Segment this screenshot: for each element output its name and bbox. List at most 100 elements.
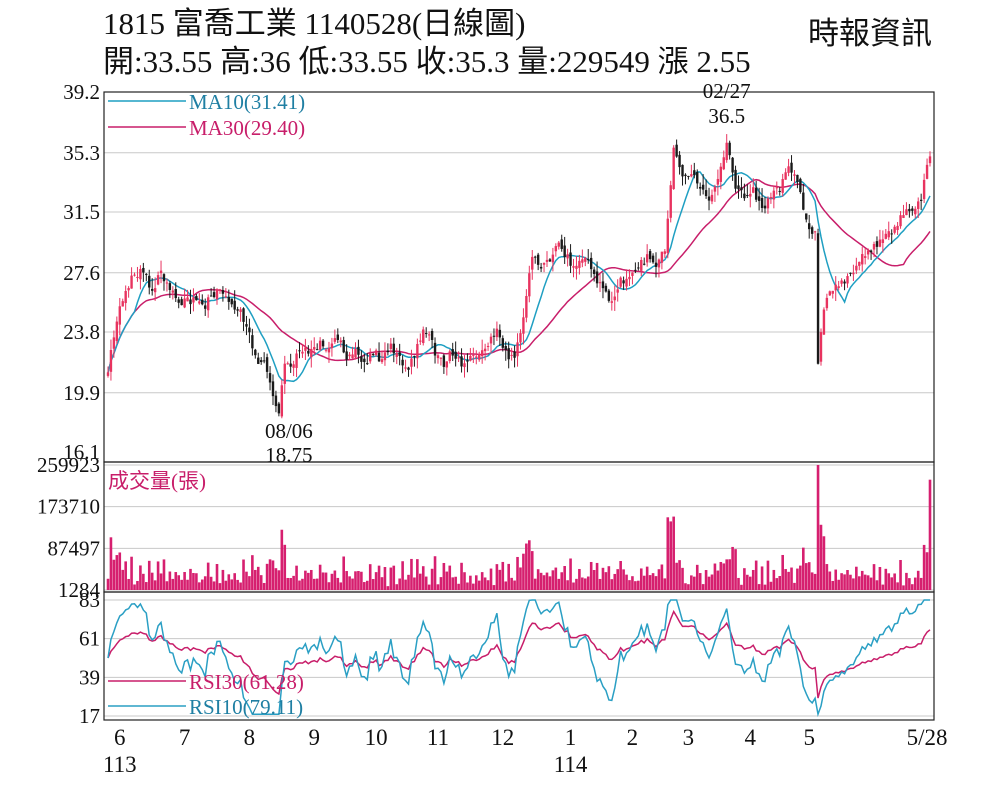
candle-body [430,330,434,340]
candle-body [793,174,796,176]
candle-body [195,296,198,301]
volume-bar [878,567,882,590]
candle-body [696,172,699,184]
volume-bar [280,529,284,590]
candle-body [507,348,510,360]
candle-body [816,233,820,364]
candle-body [893,226,896,233]
volume-y-tick: 259923 [37,453,100,477]
candle-body [834,284,837,291]
candle-body [398,352,401,356]
candle-body [133,274,136,276]
candle-body [725,142,728,161]
volume-bar [233,573,236,590]
volume-bar [560,572,564,590]
volume-bar [822,536,826,590]
volume-bar [130,556,133,590]
candle-body [139,268,142,280]
candle-body [587,259,590,261]
volume-bar [251,555,254,590]
x-tick-label: 11 [427,725,449,750]
candle-body [439,357,443,359]
candle-body [852,272,855,275]
candle-body [148,275,151,288]
candle-body [333,338,337,342]
candle-body [209,295,213,297]
candle-body [301,351,304,354]
volume-bar [112,559,116,590]
candle-body [212,292,216,298]
candle-body [142,267,145,273]
volume-bar [887,573,891,590]
candle-body [274,395,278,407]
candle-body [528,273,531,297]
candle-body [905,209,908,216]
candle-body [498,329,502,338]
volume-bar [666,517,670,590]
volume-bar [619,560,622,590]
volume-bar [911,584,914,590]
candle-body [601,281,605,289]
volume-bar [330,573,334,590]
candle-body [469,355,472,361]
volume-bar [195,573,198,590]
volume-bar [189,568,192,590]
volume-bar [262,582,266,590]
volume-y-tick: 87497 [48,536,101,560]
volume-bar [371,579,375,590]
volume-bar [186,579,189,590]
candle-body [534,256,537,258]
candle-body [366,363,369,365]
volume-bar [224,580,228,590]
volume-bar [510,577,513,590]
candle-body [746,195,749,197]
candle-body [392,343,395,354]
volume-bar [637,580,640,590]
volume-bar [669,521,673,590]
volume-bar [239,582,242,590]
candle-body [424,333,428,335]
candle-body [825,297,829,309]
volume-bar [828,571,832,590]
volume-bar [419,573,422,590]
volume-bar [324,572,328,590]
candle-body [510,354,513,356]
candle-body [660,251,664,263]
candle-body [389,343,393,349]
volume-bar [748,576,752,590]
volume-bar [722,563,726,590]
price-panel: 39.2 35.3 31.5 27.6 23.8 19.9 16.1 MA10(31.41)… [63,79,935,467]
candle-body [224,296,228,298]
volume-bar [360,571,363,590]
volume-bar [631,576,634,590]
volume-bar [642,575,646,590]
volume-bar [925,552,929,590]
candle-body [215,289,219,300]
volume-bar [778,576,782,590]
candle-body [589,257,593,270]
volume-bar [645,566,649,590]
volume-bar [245,571,248,590]
volume-bar [218,583,222,590]
candle-body [360,356,363,362]
candle-body [737,185,740,190]
candle-body [321,340,325,347]
candle-body [407,367,410,370]
candle-body [221,290,225,294]
chart-title: 1815 富喬工業 1140528(日線圖) [103,6,526,41]
volume-bar [286,577,290,590]
volume-bar [860,570,864,590]
candle-body [710,194,714,202]
candle-body [242,308,245,322]
volume-bar [763,584,767,590]
candle-body [156,275,160,285]
candle-body [542,262,546,265]
candle-body [625,278,628,287]
volume-legend: 成交量(張) [108,469,206,493]
volume-bar [913,577,917,590]
volume-bar [472,583,475,590]
volume-bar [734,549,737,590]
candle-body [427,334,431,336]
volume-bar [401,561,404,590]
